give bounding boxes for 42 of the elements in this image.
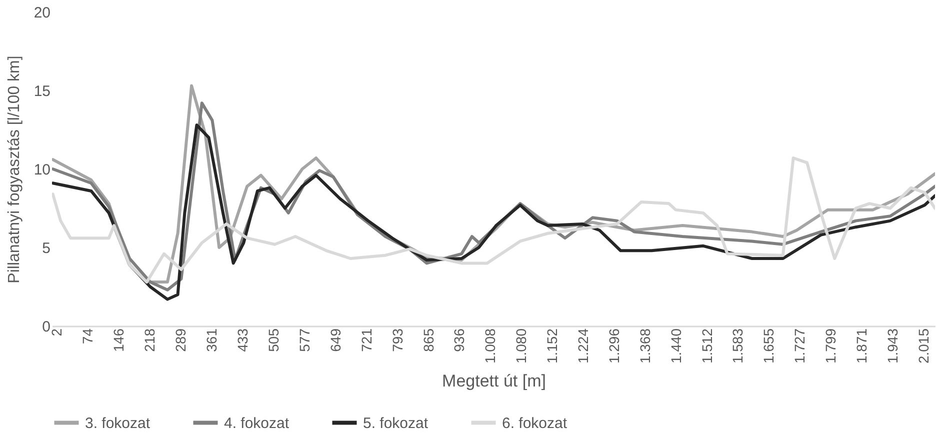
- legend-label: 6. fokozat: [502, 414, 568, 432]
- line-series: [52, 156, 935, 284]
- x-tick-label: 1.871: [854, 328, 870, 364]
- y-tick-label: 20: [34, 4, 50, 22]
- x-tick-label: 1.296: [606, 328, 622, 364]
- x-tick-label: 577: [296, 328, 312, 352]
- x-tick-label: 1.583: [730, 328, 746, 364]
- x-tick-label: 1.368: [637, 328, 654, 364]
- x-tick-label: 1.080: [513, 328, 529, 364]
- legend-label: 3. fokozat: [85, 414, 151, 432]
- y-tick-label: 5: [42, 240, 50, 257]
- x-tick-label: 649: [327, 328, 344, 352]
- x-tick-label: 793: [389, 328, 406, 352]
- x-tick-label: 289: [172, 328, 188, 352]
- legend-label: 5. fokozat: [363, 414, 429, 432]
- x-tick-label: 1.224: [575, 328, 592, 364]
- y-tick-label: 0: [42, 318, 50, 336]
- x-tick-label: 1.799: [822, 328, 839, 364]
- x-tick-label: 1.440: [668, 328, 684, 364]
- line-series: [52, 124, 935, 301]
- x-tick-label: 146: [110, 328, 127, 352]
- x-axis-title: Megtett út [m]: [442, 372, 546, 391]
- x-tick-label: 1.512: [699, 328, 716, 364]
- x-tick-label: 1.943: [884, 328, 901, 364]
- x-tick-label: 721: [358, 328, 374, 352]
- x-tick-label: 361: [203, 328, 220, 352]
- x-tick-label: 505: [265, 328, 282, 352]
- x-tick-label: 1.008: [482, 328, 498, 364]
- x-tick-label: 218: [142, 328, 158, 352]
- x-tick-label: 1.655: [760, 328, 777, 364]
- x-tick-label: 2: [48, 328, 65, 336]
- x-tick-label: 865: [420, 328, 436, 352]
- x-tick-label: 1.152: [544, 328, 560, 364]
- x-tick-label: 2.015: [916, 328, 932, 364]
- y-tick-label: 10: [34, 162, 50, 178]
- x-tick-label: 74: [80, 328, 96, 344]
- x-tick-label: 936: [450, 328, 467, 352]
- legend-label: 4. fokozat: [224, 414, 290, 432]
- y-axis-title: Pillanatnyi fogyasztás [l/100 km]: [6, 56, 23, 284]
- y-tick-label: 15: [34, 83, 50, 100]
- x-tick-label: 1.727: [792, 328, 808, 364]
- x-tick-label: 433: [234, 328, 250, 352]
